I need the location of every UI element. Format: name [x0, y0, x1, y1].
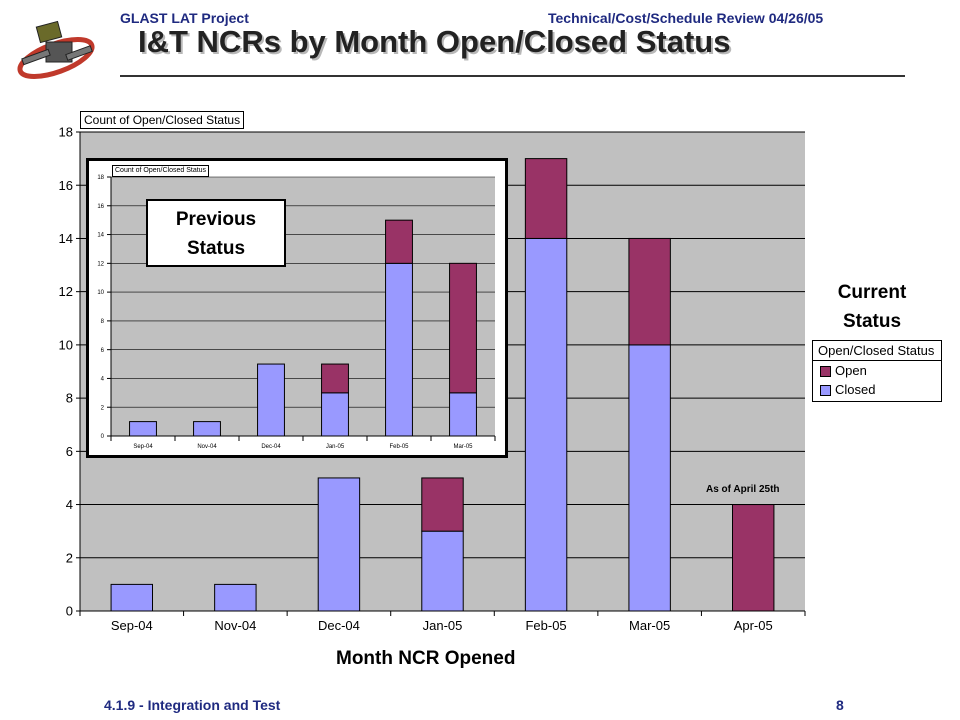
- inset-bar-closed-sep-04: [129, 421, 157, 437]
- main-bar-closed-sep-04: [110, 583, 153, 612]
- inset-bar-open-feb-05: [385, 219, 413, 264]
- review-name: Technical/Cost/Schedule Review 04/26/05: [548, 10, 824, 26]
- main-x-tick-label: Nov-04: [214, 618, 256, 633]
- main-x-tick-label: Feb-05: [525, 618, 566, 633]
- main-x-tick-label: Jan-05: [423, 618, 463, 633]
- main-bar-open-feb-05: [524, 158, 568, 239]
- annotation-as-of: As of April 25th: [706, 484, 780, 495]
- inset-bar-closed-feb-05: [385, 262, 413, 437]
- legend-item-open: Open: [813, 361, 941, 380]
- inset-y-tick-label: 18: [97, 175, 104, 181]
- previous-status-label: Previous Status: [146, 199, 286, 267]
- inset-bar-open-jan-05: [321, 363, 349, 394]
- main-bar-closed-dec-04: [317, 477, 361, 612]
- footer-section: 4.1.9 - Integration and Test: [104, 697, 281, 713]
- main-y-tick-label: 10: [59, 337, 73, 352]
- main-y-tick-label: 14: [59, 231, 73, 246]
- legend-title[interactable]: Open/Closed Status: [813, 341, 941, 361]
- glast-logo-icon: [17, 20, 95, 79]
- field-button-count[interactable]: Count of Open/Closed Status: [80, 111, 245, 129]
- main-y-tick-label: 0: [66, 604, 73, 619]
- inset-x-tick-label: Nov-04: [197, 444, 217, 450]
- inset-field-button-count[interactable]: Count of Open/Closed Status: [112, 165, 210, 177]
- legend-label-closed: Closed: [835, 382, 876, 397]
- main-x-tick-label: Sep-04: [111, 618, 153, 633]
- main-bar-closed-feb-05: [524, 237, 568, 612]
- main-y-tick-label: 12: [59, 284, 73, 299]
- main-y-tick-label: 2: [66, 550, 73, 565]
- inset-x-tick-label: Mar-05: [453, 444, 473, 450]
- main-bar-open-apr-05: [732, 504, 775, 612]
- inset-y-tick-label: 4: [101, 377, 105, 383]
- main-bar-open-jan-05: [421, 477, 464, 532]
- legend-item-closed: Closed: [813, 380, 941, 399]
- main-bar-closed-nov-04: [214, 583, 257, 612]
- main-x-tick-label: Apr-05: [734, 618, 773, 633]
- inset-x-tick-label: Dec-04: [261, 444, 281, 450]
- main-bar-closed-mar-05: [628, 344, 671, 612]
- main-x-tick-label: Mar-05: [629, 618, 670, 633]
- inset-y-tick-label: 6: [101, 348, 105, 354]
- inset-y-tick-label: 2: [101, 405, 105, 411]
- main-y-tick-label: 4: [66, 497, 73, 512]
- inset-bar-closed-mar-05: [449, 392, 477, 437]
- main-x-tick-label: Dec-04: [318, 618, 360, 633]
- current-status-label: Current Status: [837, 282, 907, 332]
- inset-y-tick-label: 16: [97, 204, 104, 210]
- main-y-tick-label: 8: [66, 391, 73, 406]
- x-axis-title: Month NCR Opened: [336, 648, 516, 669]
- inset-y-tick-label: 0: [101, 434, 105, 440]
- project-name: GLAST LAT Project: [120, 10, 249, 26]
- inset-y-tick-label: 10: [97, 290, 104, 296]
- main-bar-open-mar-05: [628, 237, 671, 346]
- previous-status-chart: 0 2 4 6 8 10 12 14 16 18 Sep-04 Nov-04 Dec-04 Jan-05 F…: [86, 158, 508, 458]
- legend-label-open: Open: [835, 363, 867, 378]
- main-bar-closed-jan-05: [421, 530, 464, 612]
- inset-bar-closed-nov-04: [193, 421, 221, 437]
- main-y-tick-label: 16: [59, 178, 73, 193]
- inset-y-tick-label: 14: [97, 233, 104, 239]
- inset-x-tick-label: Feb-05: [389, 444, 409, 450]
- legend-swatch-open: [820, 366, 831, 377]
- inset-y-tick-label: 8: [101, 319, 105, 325]
- inset-bar-open-mar-05: [449, 262, 477, 394]
- main-y-tick-label: 18: [59, 125, 73, 140]
- inset-x-tick-label: Sep-04: [133, 444, 153, 450]
- inset-bar-closed-jan-05: [321, 392, 349, 437]
- inset-x-tick-label: Jan-05: [326, 444, 345, 450]
- inset-bar-closed-dec-04: [257, 363, 285, 437]
- title-rule: [120, 75, 905, 77]
- page-number: 8: [836, 697, 844, 713]
- legend-swatch-closed: [820, 385, 831, 396]
- page-title: I&T NCRs by Month Open/Closed Status: [138, 24, 731, 59]
- inset-y-tick-label: 12: [97, 261, 104, 267]
- main-y-tick-label: 6: [66, 444, 73, 459]
- chart-legend: Open/Closed Status Open Closed: [812, 340, 942, 402]
